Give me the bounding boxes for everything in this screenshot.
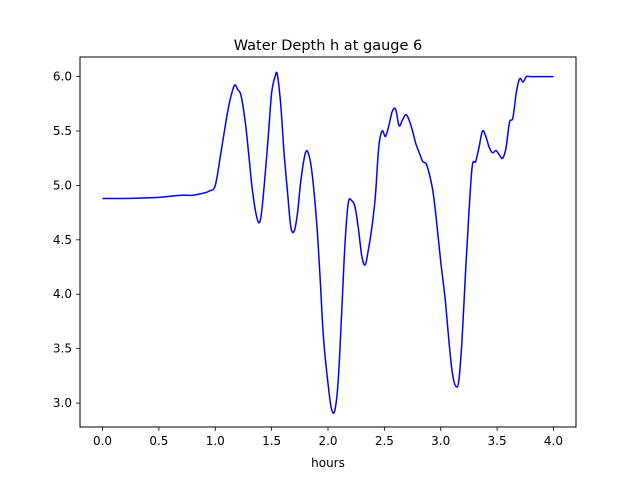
y-tick-label: 4.5 [53,233,72,247]
x-axis: 0.0 0.5 1.0 1.5 2.0 2.5 3.0 3.5 4.0 [93,427,563,448]
plot-area [102,71,554,414]
x-tick-label: 2.5 [375,434,394,448]
y-tick-label: 6.0 [53,70,72,84]
y-tick-label: 4.0 [53,287,72,301]
y-tick-label: 5.0 [53,178,72,192]
y-axis: 3.0 3.5 4.0 4.5 5.0 5.5 6.0 [53,70,80,410]
x-tick-label: 1.5 [262,434,281,448]
x-axis-label: hours [311,456,345,470]
series-line-0 [102,71,554,414]
x-tick-label: 4.0 [544,434,563,448]
chart-title: Water Depth h at gauge 6 [234,38,422,54]
x-tick-label: 3.5 [488,434,507,448]
x-tick-label: 1.0 [206,434,225,448]
y-tick-label: 3.0 [53,396,72,410]
x-tick-label: 0.0 [93,434,112,448]
x-tick-label: 3.0 [431,434,450,448]
x-tick-label: 0.5 [149,434,168,448]
x-tick-label: 2.0 [318,434,337,448]
y-tick-label: 3.5 [53,342,72,356]
y-tick-label: 5.5 [53,124,72,138]
